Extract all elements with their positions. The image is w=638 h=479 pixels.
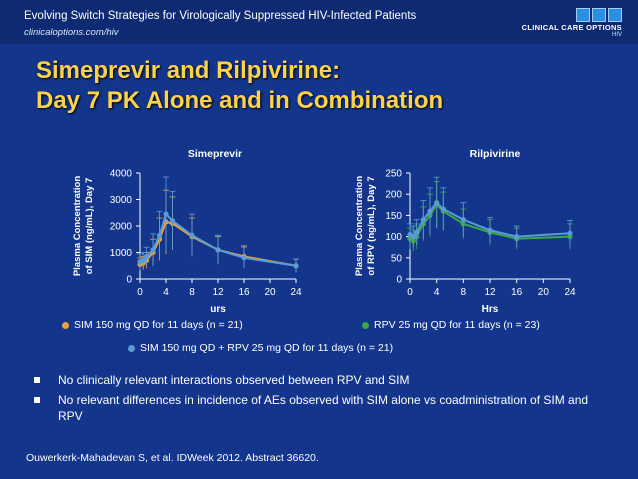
chart1-y-tick-label: 4000 bbox=[110, 169, 133, 180]
chart1-x-tick-label: 4 bbox=[163, 287, 169, 298]
cco-logo-mark bbox=[576, 8, 622, 22]
chart1-series-combo-point bbox=[241, 255, 247, 261]
chart1-x-tick-label: 0 bbox=[137, 287, 143, 298]
chart2-x-tick-label: 4 bbox=[434, 287, 440, 298]
legend-combo-dot bbox=[128, 344, 135, 352]
chart1-ylabel-line1: Plasma Concentration bbox=[72, 176, 83, 276]
bullet-marker bbox=[34, 397, 40, 403]
chart1-x-tick-label: 16 bbox=[238, 287, 250, 298]
slide-title-line2: Day 7 PK Alone and in Combination bbox=[36, 87, 444, 114]
bullet-item: No clinically relevant interactions obse… bbox=[34, 372, 604, 388]
chart2-series-combo-point bbox=[514, 234, 520, 240]
chart2-series-combo-point bbox=[420, 217, 426, 223]
cco-logo: CLINICAL CARE OPTIONS HIV bbox=[512, 8, 622, 38]
chart1-y-tick-label: 3000 bbox=[110, 195, 133, 206]
legend-rpv-alone-label: RPV 25 mg QD for 11 days (n = 23) bbox=[374, 319, 540, 331]
bullet-item: No relevant differences in incidence of … bbox=[34, 392, 604, 424]
chart2-y-tick-label: 250 bbox=[385, 169, 402, 180]
chart2-y-tick-label: 50 bbox=[391, 253, 403, 264]
chart1-y-tick-label: 1000 bbox=[110, 248, 133, 259]
legend-sim-alone: SIM 150 mg QD for 11 days (n = 21) bbox=[62, 319, 243, 331]
chart2-y-tick-label: 0 bbox=[396, 275, 402, 286]
chart1-y-tick-label: 0 bbox=[126, 275, 132, 286]
slide-title: Simeprevir and Rilpivirine: Day 7 PK Alo… bbox=[36, 56, 443, 116]
chart2-ylabel-line1: Plasma Concentration bbox=[354, 176, 365, 276]
chart1-series-combo-point bbox=[189, 232, 195, 238]
chart1-series-combo-point bbox=[143, 253, 150, 260]
header-title: Evolving Switch Strategies for Virologic… bbox=[24, 10, 417, 22]
chart1-series-combo-point bbox=[150, 247, 156, 253]
chart2-y-tick-label: 100 bbox=[385, 232, 402, 243]
chart2-series-combo-point bbox=[440, 206, 446, 212]
chart2-series-combo-point bbox=[567, 230, 573, 236]
chart1-xlabel: urs bbox=[210, 304, 226, 315]
chart2-x-tick-label: 8 bbox=[461, 287, 467, 298]
chart1-x-tick-label: 12 bbox=[212, 287, 224, 298]
chart2-series-combo-point bbox=[460, 217, 466, 223]
legend-sim-alone-label: SIM 150 mg QD for 11 days (n = 21) bbox=[74, 319, 243, 331]
chart1-ylabel-line2: of SIM (ng/mL), Day 7 bbox=[84, 178, 95, 275]
chart1-x-tick-label: 8 bbox=[189, 287, 195, 298]
bullet-marker bbox=[34, 377, 40, 383]
chart2-x-tick-label: 16 bbox=[511, 287, 523, 298]
chart2-series-combo-point bbox=[414, 229, 420, 235]
footnote-citation: Ouwerkerk-Mahadevan S, et al. IDWeek 201… bbox=[26, 452, 319, 464]
bullet-list: No clinically relevant interactions obse… bbox=[34, 372, 604, 428]
chart1-series-combo-point bbox=[169, 218, 176, 224]
bullet-text: No clinically relevant interactions obse… bbox=[58, 373, 410, 387]
slide-title-line1: Simeprevir and Rilpivirine: bbox=[36, 57, 341, 84]
chart2-series-combo-point bbox=[410, 234, 416, 240]
chart2-xlabel: Hrs bbox=[482, 304, 499, 315]
logo-sub: HIV bbox=[611, 32, 622, 38]
legend-rpv-alone: RPV 25 mg QD for 11 days (n = 23) bbox=[362, 319, 540, 331]
logo-text: CLINICAL CARE OPTIONS bbox=[521, 23, 622, 32]
legend-rpv-alone-dot bbox=[362, 321, 369, 329]
chart2-x-tick-label: 24 bbox=[564, 287, 576, 298]
chart2-y-tick-label: 200 bbox=[385, 190, 402, 201]
legend-combo: SIM 150 mg QD + RPV 25 mg QD for 11 days… bbox=[128, 342, 393, 354]
legend-sim-alone-dot bbox=[62, 321, 69, 329]
chart2-ylabel-line2: of RPV (ng/mL), Day 7 bbox=[366, 176, 377, 275]
chart2-y-tick-label: 150 bbox=[385, 211, 402, 222]
chart2-series-combo-point bbox=[427, 208, 433, 214]
chart2-title: Rilpivirine bbox=[470, 148, 521, 160]
legend-combo-label: SIM 150 mg QD + RPV 25 mg QD for 11 days… bbox=[140, 342, 394, 354]
chart1-series-combo-point bbox=[140, 257, 146, 264]
chart2-series-combo-point bbox=[434, 200, 440, 206]
chart1-series-combo-point bbox=[293, 263, 299, 269]
chart1-x-tick-label: 20 bbox=[264, 287, 276, 298]
chart1-y-tick-label: 2000 bbox=[110, 222, 133, 233]
chart1-title: Simeprevir bbox=[188, 148, 242, 160]
chart1-series-combo-point bbox=[163, 211, 169, 217]
bullet-text: No relevant differences in incidence of … bbox=[58, 393, 589, 423]
slide-header: Evolving Switch Strategies for Virologic… bbox=[0, 0, 638, 44]
header-url[interactable]: clinicaloptions.com/hiv bbox=[24, 27, 119, 38]
chart2-x-tick-label: 0 bbox=[407, 287, 413, 298]
chart2-x-tick-label: 20 bbox=[538, 287, 550, 298]
chart1-series-combo-point bbox=[156, 232, 163, 238]
chart2-series-combo-point bbox=[487, 227, 493, 233]
chart1-series-combo-point bbox=[215, 247, 221, 253]
chart1-x-tick-label: 24 bbox=[290, 287, 302, 298]
chart2-x-tick-label: 12 bbox=[484, 287, 496, 298]
